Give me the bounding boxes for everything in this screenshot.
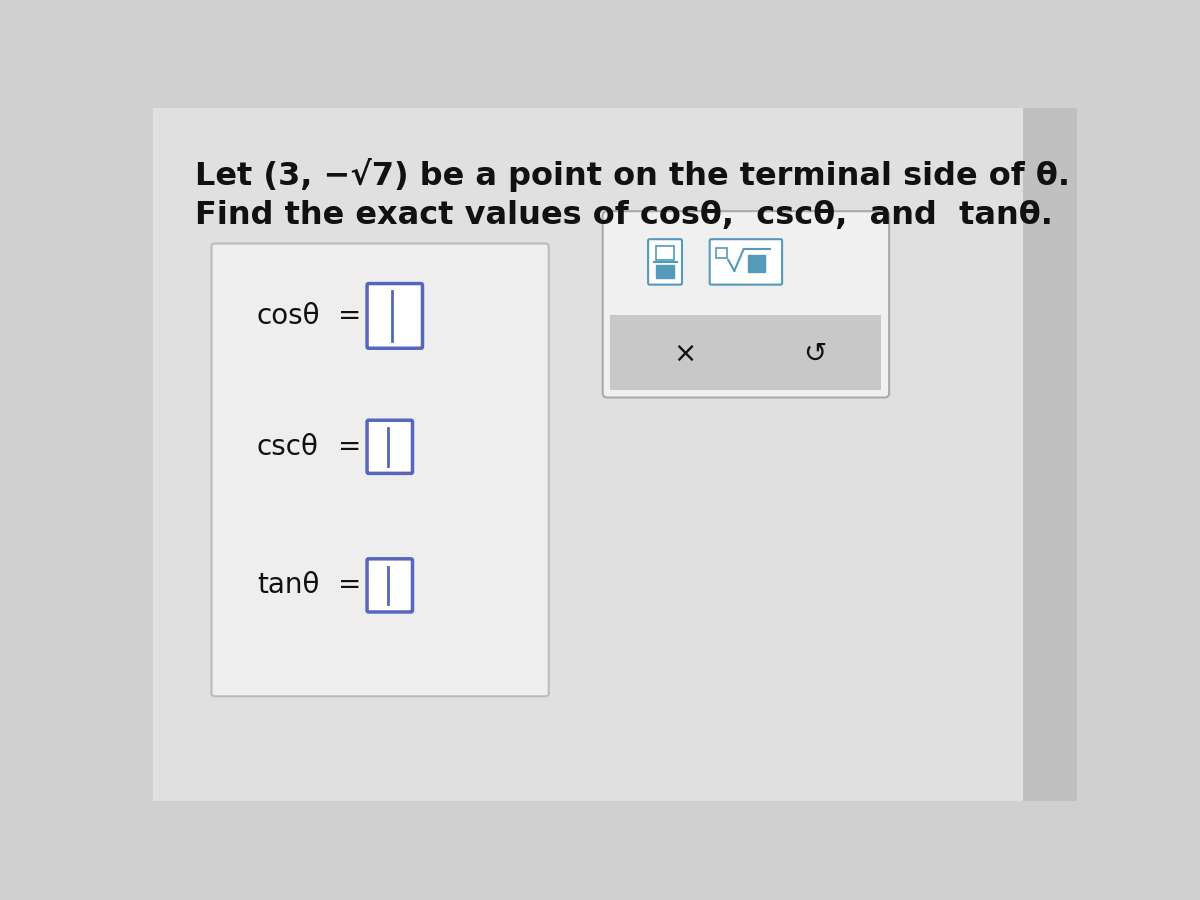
FancyBboxPatch shape <box>367 420 413 473</box>
Text: =: = <box>337 433 361 461</box>
Bar <box>716 248 727 258</box>
Bar <box>1024 108 1078 801</box>
FancyBboxPatch shape <box>211 244 548 697</box>
Bar <box>611 315 882 390</box>
Bar <box>656 265 674 278</box>
Text: cscθ: cscθ <box>257 433 319 461</box>
FancyBboxPatch shape <box>648 239 682 284</box>
FancyBboxPatch shape <box>367 284 422 348</box>
Bar <box>749 256 766 273</box>
Text: ×: × <box>673 340 696 368</box>
Text: Let (3, −√7) be a point on the terminal side of θ.: Let (3, −√7) be a point on the terminal … <box>196 158 1070 192</box>
Text: cosθ: cosθ <box>257 302 320 330</box>
Text: ↺: ↺ <box>804 340 827 368</box>
FancyBboxPatch shape <box>709 239 782 284</box>
Text: tanθ: tanθ <box>257 572 319 599</box>
Text: =: = <box>337 572 361 599</box>
FancyBboxPatch shape <box>367 559 413 612</box>
FancyBboxPatch shape <box>602 212 889 398</box>
Text: =: = <box>337 302 361 330</box>
Bar <box>656 246 674 260</box>
Text: Find the exact values of cosθ,  cscθ,  and  tanθ.: Find the exact values of cosθ, cscθ, and… <box>196 201 1054 231</box>
